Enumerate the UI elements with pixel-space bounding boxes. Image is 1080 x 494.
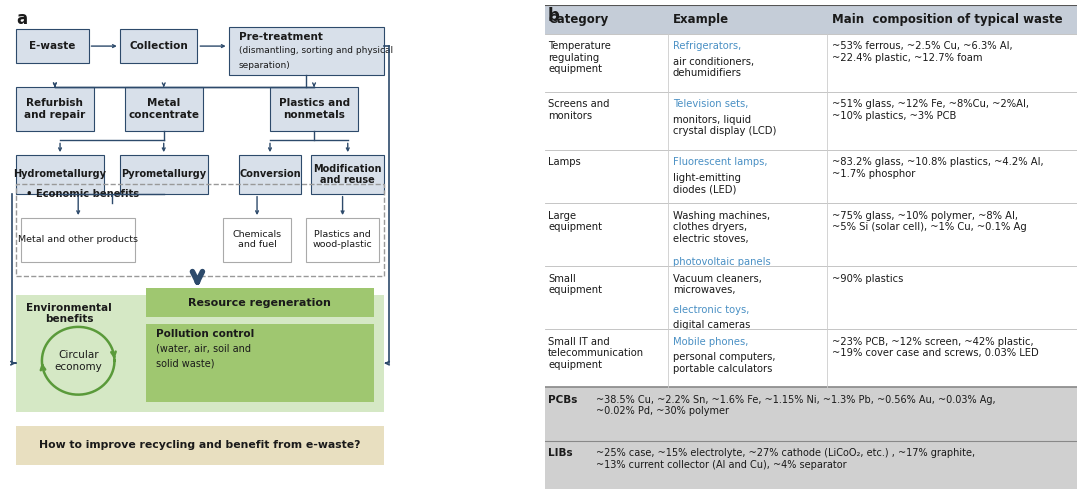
Text: • Economic benefits: • Economic benefits <box>26 189 139 199</box>
FancyBboxPatch shape <box>307 218 379 261</box>
Text: PCBs: PCBs <box>548 395 578 405</box>
Text: Temperature
regulating
equipment: Temperature regulating equipment <box>548 41 611 75</box>
Text: ~53% ferrous, ~2.5% Cu, ~6.3% Al,
~22.4% plastic, ~12.7% foam: ~53% ferrous, ~2.5% Cu, ~6.3% Al, ~22.4%… <box>833 41 1013 63</box>
Text: solid waste): solid waste) <box>156 358 215 369</box>
Text: Large
equipment: Large equipment <box>548 211 602 232</box>
Text: Washing machines,
clothes dryers,
electric stoves,: Washing machines, clothes dryers, electr… <box>673 211 770 244</box>
FancyBboxPatch shape <box>545 387 1077 441</box>
Text: Chemicals
and fuel: Chemicals and fuel <box>232 230 282 249</box>
Text: light-emitting
diodes (LED): light-emitting diodes (LED) <box>673 173 741 195</box>
Text: electronic toys,: electronic toys, <box>673 305 750 315</box>
FancyBboxPatch shape <box>16 29 89 63</box>
Text: Screens and
monitors: Screens and monitors <box>548 99 609 121</box>
Text: (dismantling, sorting and physical: (dismantling, sorting and physical <box>239 46 393 55</box>
Text: How to improve recycling and benefit from e-waste?: How to improve recycling and benefit fro… <box>39 441 361 451</box>
FancyBboxPatch shape <box>229 27 384 75</box>
Text: Fluorescent lamps,: Fluorescent lamps, <box>673 158 768 167</box>
Text: Hydrometallurgy: Hydrometallurgy <box>14 169 107 179</box>
Text: Modification
and reuse: Modification and reuse <box>313 164 382 185</box>
FancyBboxPatch shape <box>16 426 384 465</box>
Text: Pyrometallurgy: Pyrometallurgy <box>121 169 206 179</box>
FancyBboxPatch shape <box>545 5 1077 34</box>
FancyBboxPatch shape <box>270 87 359 131</box>
Text: Refurbish
and repair: Refurbish and repair <box>24 98 85 120</box>
Text: ~75% glass, ~10% polymer, ~8% Al,
~5% Si (solar cell), ~1% Cu, ~0.1% Ag: ~75% glass, ~10% polymer, ~8% Al, ~5% Si… <box>833 211 1027 232</box>
Text: separation): separation) <box>239 61 291 70</box>
Text: Television sets,: Television sets, <box>673 99 748 109</box>
Text: monitors, liquid
crystal display (LCD): monitors, liquid crystal display (LCD) <box>673 115 777 136</box>
FancyBboxPatch shape <box>16 155 104 194</box>
Text: digital cameras: digital cameras <box>673 320 751 330</box>
FancyBboxPatch shape <box>545 441 1077 494</box>
Text: a: a <box>16 10 27 28</box>
FancyBboxPatch shape <box>16 87 94 131</box>
FancyBboxPatch shape <box>224 218 291 261</box>
Text: ~38.5% Cu, ~2.2% Sn, ~1.6% Fe, ~1.15% Ni, ~1.3% Pb, ~0.56% Au, ~0.03% Ag,
~0.02%: ~38.5% Cu, ~2.2% Sn, ~1.6% Fe, ~1.15% Ni… <box>596 395 996 416</box>
Text: Pollution control: Pollution control <box>156 329 254 339</box>
Text: ~25% case, ~15% electrolyte, ~27% cathode (LiCoO₂, etc.) , ~17% graphite,
~13% c: ~25% case, ~15% electrolyte, ~27% cathod… <box>596 448 975 469</box>
Text: Plastics and
wood-plastic: Plastics and wood-plastic <box>313 230 373 249</box>
Text: Plastics and
nonmetals: Plastics and nonmetals <box>279 98 350 120</box>
Text: ~83.2% glass, ~10.8% plastics, ~4.2% Al,
~1.7% phosphor: ~83.2% glass, ~10.8% plastics, ~4.2% Al,… <box>833 158 1044 179</box>
Text: ~90% plastics: ~90% plastics <box>833 274 904 284</box>
Text: E-waste: E-waste <box>29 41 76 51</box>
Text: Example: Example <box>673 13 729 26</box>
Text: Lamps: Lamps <box>548 158 581 167</box>
FancyBboxPatch shape <box>22 218 135 261</box>
Text: b: b <box>548 7 559 25</box>
Text: Metal and other products: Metal and other products <box>18 235 138 244</box>
Text: Category: Category <box>548 13 608 26</box>
Text: Mobile phones,: Mobile phones, <box>673 336 748 347</box>
Text: photovoltaic panels: photovoltaic panels <box>673 257 771 267</box>
FancyBboxPatch shape <box>16 295 384 412</box>
Text: Small
equipment: Small equipment <box>548 274 602 295</box>
Text: (water, air, soil and: (water, air, soil and <box>156 344 251 354</box>
Text: ~51% glass, ~12% Fe, ~8%Cu, ~2%Al,
~10% plastics, ~3% PCB: ~51% glass, ~12% Fe, ~8%Cu, ~2%Al, ~10% … <box>833 99 1029 121</box>
Text: Pre-treatment: Pre-treatment <box>239 32 323 41</box>
FancyBboxPatch shape <box>120 29 198 63</box>
FancyBboxPatch shape <box>120 155 207 194</box>
Text: Collection: Collection <box>130 41 188 51</box>
Text: Vacuum cleaners,
microwaves,: Vacuum cleaners, microwaves, <box>673 274 761 295</box>
Text: ~23% PCB, ~12% screen, ~42% plastic,
~19% cover case and screws, 0.03% LED: ~23% PCB, ~12% screen, ~42% plastic, ~19… <box>833 336 1039 358</box>
Text: Conversion: Conversion <box>239 169 301 179</box>
Text: personal computers,
portable calculators: personal computers, portable calculators <box>673 352 775 373</box>
Text: Main  composition of typical waste: Main composition of typical waste <box>833 13 1063 26</box>
Text: Refrigerators,: Refrigerators, <box>673 41 741 51</box>
Text: Metal
concentrate: Metal concentrate <box>129 98 199 120</box>
Text: Small IT and
telecommunication
equipment: Small IT and telecommunication equipment <box>548 336 644 370</box>
Text: Resource regeneration: Resource regeneration <box>188 298 332 308</box>
FancyBboxPatch shape <box>125 87 203 131</box>
Text: air conditioners,
dehumidifiers: air conditioners, dehumidifiers <box>673 57 754 79</box>
FancyBboxPatch shape <box>239 155 301 194</box>
Text: LIBs: LIBs <box>548 448 572 458</box>
Text: Environmental
benefits: Environmental benefits <box>26 303 112 324</box>
FancyBboxPatch shape <box>146 325 374 402</box>
FancyBboxPatch shape <box>146 288 374 317</box>
Text: Circular
economy: Circular economy <box>54 350 103 371</box>
FancyBboxPatch shape <box>311 155 384 194</box>
